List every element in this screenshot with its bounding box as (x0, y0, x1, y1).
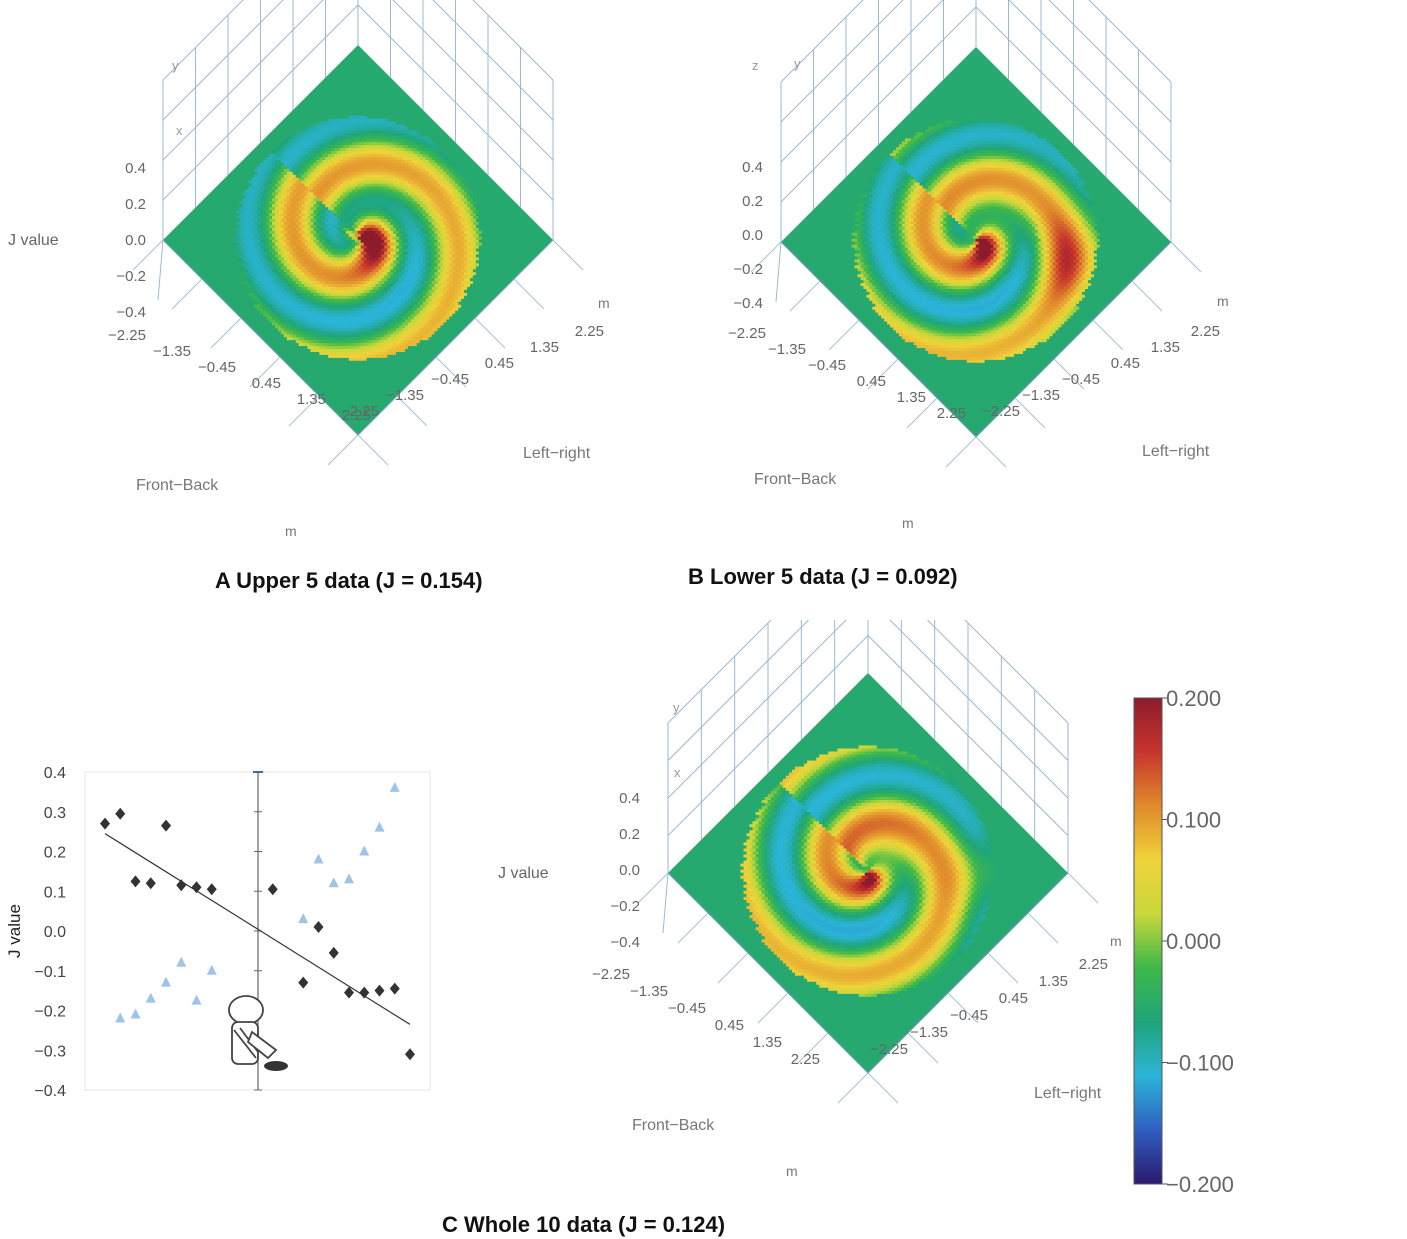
grid-line (357, 4, 554, 201)
front-back-tick-label: −0.45 (198, 359, 236, 376)
front-back-tick-label: −1.35 (153, 343, 191, 360)
grid-line (357, 434, 389, 466)
grid-line (392, 0, 554, 161)
grid-line (474, 317, 506, 349)
grid-line (552, 239, 584, 271)
grid-line (327, 434, 359, 466)
z-tick-label: −0.4 (116, 304, 146, 321)
front-back-tick-label: −2.25 (108, 327, 146, 344)
left-right-tick-label: −2.25 (341, 403, 379, 420)
surface-plot-a: J value 0.4 0.2 0.0 −0.2 −0.4 −2.25 −1.35 −0.45 0… (0, 0, 700, 560)
left-right-tick-label: −1.35 (386, 387, 424, 404)
grid-line (435, 356, 467, 388)
front-back-tick-label: 1.35 (297, 391, 326, 408)
z-axis-label: J value (8, 232, 59, 249)
z-tick-label: 0.4 (125, 160, 146, 177)
unit-label: m (285, 523, 297, 539)
grid-line (132, 239, 164, 271)
grid-line (288, 395, 320, 427)
z-tick-label: 0.2 (125, 196, 146, 213)
z-tick-label: 0.0 (125, 232, 146, 249)
axis-letter: x (176, 123, 183, 138)
left-right-axis-label: Left−right (523, 445, 591, 462)
front-back-axis-label: Front−Back (136, 477, 219, 494)
floor-grid (132, 239, 584, 466)
grid-line (396, 395, 428, 427)
grid-line (249, 356, 281, 388)
grid-line (162, 0, 284, 121)
unit-label: m (598, 295, 610, 311)
grid-line (210, 317, 242, 349)
z-tick-label: −0.2 (116, 268, 146, 285)
left-right-tick-label: 2.25 (575, 323, 604, 340)
floor-edge (357, 239, 554, 436)
grid-line (157, 239, 164, 301)
left-right-tick-label: −0.45 (431, 371, 469, 388)
floor-edge (162, 239, 359, 436)
front-back-tick-label: 0.45 (252, 375, 281, 392)
left-right-tick-label: 1.35 (530, 339, 559, 356)
grid-line (171, 278, 203, 310)
grid-line (162, 4, 359, 201)
surface-mask (0, 0, 700, 560)
surface-cells (780, 46, 1172, 438)
left-right-tick-label: 0.45 (485, 355, 514, 372)
wall-lines (162, 0, 554, 240)
surface-cells (162, 44, 554, 436)
surface-cell (354, 428, 362, 436)
grid-line (432, 0, 554, 121)
grid-line (513, 278, 545, 310)
axis-letter: y (172, 58, 179, 73)
grid-line (162, 0, 324, 161)
front-back-tick-label: 2.25 (342, 407, 371, 424)
surface-plot-b: J value0.40.20.0−0.2−0.4−2.25−1.35−0.450… (690, 0, 1407, 560)
